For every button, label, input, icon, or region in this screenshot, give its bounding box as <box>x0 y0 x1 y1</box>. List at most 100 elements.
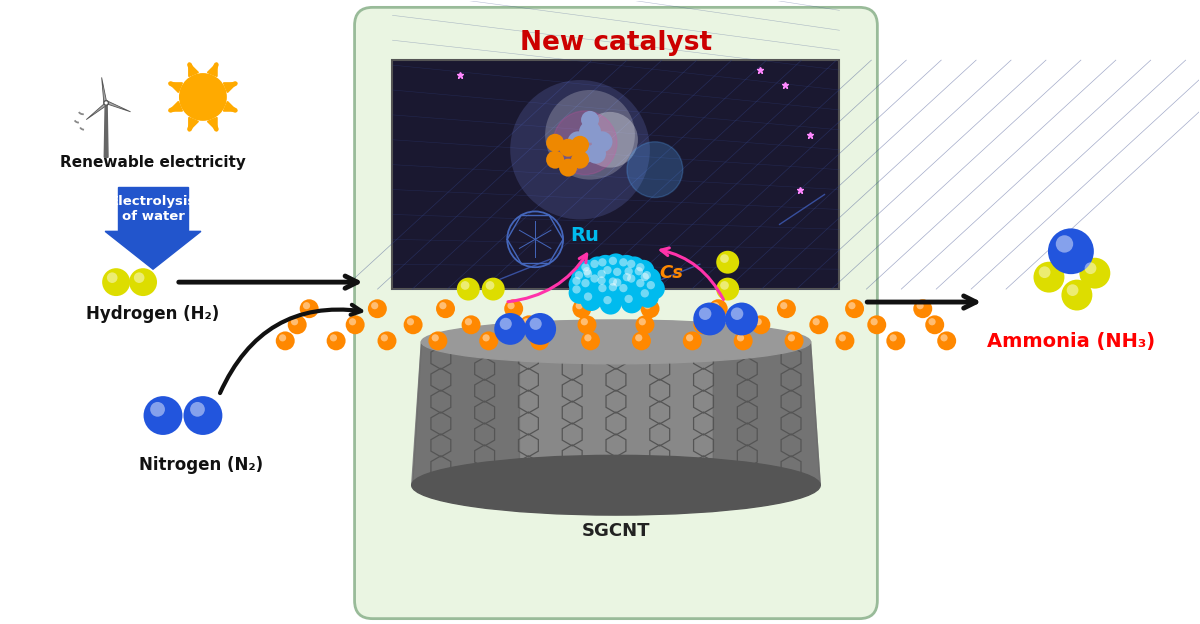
Circle shape <box>510 80 650 220</box>
Circle shape <box>624 295 632 303</box>
Circle shape <box>616 281 637 303</box>
Circle shape <box>613 278 622 286</box>
Circle shape <box>632 260 654 281</box>
Circle shape <box>599 258 606 266</box>
Circle shape <box>1062 280 1092 311</box>
Circle shape <box>608 278 617 286</box>
Circle shape <box>486 281 494 290</box>
Circle shape <box>632 331 650 350</box>
Circle shape <box>581 331 600 350</box>
Circle shape <box>581 318 588 325</box>
Polygon shape <box>412 342 821 485</box>
Polygon shape <box>106 232 200 269</box>
Circle shape <box>457 278 480 301</box>
Circle shape <box>929 318 936 325</box>
Circle shape <box>580 289 602 311</box>
Circle shape <box>610 265 631 286</box>
Circle shape <box>780 302 787 310</box>
Circle shape <box>546 134 564 152</box>
Circle shape <box>755 318 762 325</box>
Circle shape <box>628 260 636 268</box>
Circle shape <box>380 334 388 341</box>
Circle shape <box>737 334 744 341</box>
Circle shape <box>812 318 820 325</box>
Text: Hydrogen (H₂): Hydrogen (H₂) <box>86 305 220 323</box>
Circle shape <box>638 318 646 325</box>
Circle shape <box>751 315 770 334</box>
Circle shape <box>330 334 337 341</box>
Circle shape <box>403 315 422 334</box>
Polygon shape <box>106 100 131 112</box>
Circle shape <box>641 300 660 318</box>
Circle shape <box>720 254 728 263</box>
Circle shape <box>1085 262 1097 274</box>
Text: New catalyst: New catalyst <box>520 30 712 56</box>
Circle shape <box>1039 266 1050 278</box>
Circle shape <box>407 318 414 325</box>
Circle shape <box>580 264 601 286</box>
Circle shape <box>326 331 346 350</box>
Polygon shape <box>208 63 217 77</box>
Polygon shape <box>169 102 182 111</box>
Circle shape <box>683 331 702 350</box>
Circle shape <box>592 131 612 152</box>
Circle shape <box>1079 258 1110 289</box>
Circle shape <box>300 300 319 318</box>
Circle shape <box>584 270 593 278</box>
Circle shape <box>479 331 498 350</box>
Circle shape <box>635 334 642 341</box>
Circle shape <box>581 263 589 271</box>
Circle shape <box>584 334 592 341</box>
Circle shape <box>577 260 600 281</box>
Circle shape <box>835 331 854 350</box>
Circle shape <box>600 293 622 314</box>
Circle shape <box>190 402 205 417</box>
Circle shape <box>520 315 539 334</box>
Circle shape <box>694 315 713 334</box>
Circle shape <box>346 315 365 334</box>
Circle shape <box>508 302 515 310</box>
Circle shape <box>887 331 905 350</box>
Circle shape <box>130 268 157 296</box>
Circle shape <box>288 315 307 334</box>
Circle shape <box>580 266 602 288</box>
Circle shape <box>598 270 606 278</box>
Circle shape <box>529 318 541 330</box>
Circle shape <box>613 268 622 276</box>
Circle shape <box>1048 228 1094 274</box>
Circle shape <box>686 334 694 341</box>
Circle shape <box>545 90 635 180</box>
Circle shape <box>559 158 577 177</box>
Circle shape <box>546 151 564 168</box>
Circle shape <box>482 334 490 341</box>
Circle shape <box>941 334 948 341</box>
Polygon shape <box>223 83 238 92</box>
Circle shape <box>694 303 726 335</box>
Circle shape <box>839 334 846 341</box>
Circle shape <box>604 296 612 305</box>
Circle shape <box>577 276 600 298</box>
Circle shape <box>616 255 637 277</box>
Circle shape <box>583 267 592 275</box>
Text: Electrolysis
of water: Electrolysis of water <box>110 195 197 223</box>
Text: Ru: Ru <box>570 227 600 245</box>
Circle shape <box>636 315 654 334</box>
Circle shape <box>523 318 530 325</box>
Circle shape <box>868 315 887 334</box>
Polygon shape <box>223 102 238 111</box>
Circle shape <box>582 112 638 168</box>
Circle shape <box>716 251 739 274</box>
Polygon shape <box>412 342 518 485</box>
Circle shape <box>553 111 617 175</box>
Circle shape <box>572 300 592 318</box>
Circle shape <box>104 100 108 105</box>
Polygon shape <box>104 103 108 157</box>
Circle shape <box>569 282 590 304</box>
Text: Renewable electricity: Renewable electricity <box>60 155 246 170</box>
Circle shape <box>581 111 599 129</box>
Circle shape <box>623 273 631 281</box>
Circle shape <box>150 402 164 417</box>
Polygon shape <box>102 77 107 104</box>
Circle shape <box>462 315 480 334</box>
Circle shape <box>937 331 956 350</box>
